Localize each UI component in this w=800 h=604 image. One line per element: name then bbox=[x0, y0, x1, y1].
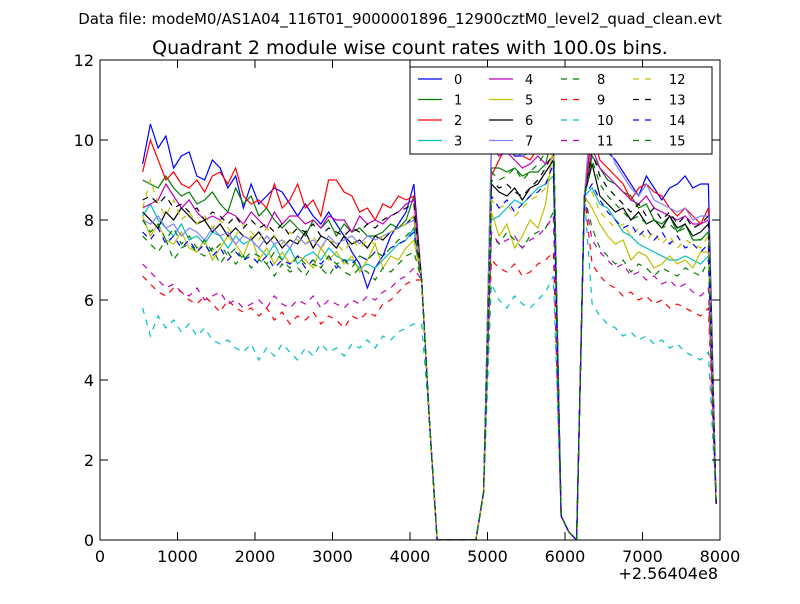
x-tick-label: 8000 bbox=[700, 547, 741, 566]
legend-label-12: 12 bbox=[669, 73, 686, 88]
legend-label-13: 13 bbox=[669, 94, 686, 109]
series-line-12 bbox=[142, 155, 717, 540]
y-tick-label: 12 bbox=[74, 51, 94, 70]
legend-label-0: 0 bbox=[454, 73, 462, 88]
x-tick-label: 5000 bbox=[467, 547, 508, 566]
legend-label-8: 8 bbox=[597, 73, 605, 88]
x-tick-label: 0 bbox=[95, 547, 105, 566]
x-tick-label: 1000 bbox=[157, 547, 198, 566]
x-tick-label: 6000 bbox=[545, 547, 586, 566]
legend-label-11: 11 bbox=[597, 135, 614, 150]
y-tick-label: 10 bbox=[74, 131, 94, 150]
x-axis-offset-label: +2.56404e8 bbox=[618, 564, 718, 583]
x-tick-label: 3000 bbox=[312, 547, 353, 566]
legend-label-9: 9 bbox=[597, 94, 605, 109]
y-tick-label: 0 bbox=[84, 531, 94, 550]
x-tick-label: 7000 bbox=[622, 547, 663, 566]
series-layer bbox=[142, 95, 717, 540]
chart-title: Quadrant 2 module wise count rates with … bbox=[152, 37, 668, 59]
legend-label-6: 6 bbox=[525, 114, 533, 129]
legend-label-14: 14 bbox=[669, 114, 686, 129]
figure-suptitle: Data file: modeM0/AS1A04_116T01_90000018… bbox=[78, 10, 722, 29]
legend-label-15: 15 bbox=[669, 135, 686, 150]
legend-label-1: 1 bbox=[454, 94, 462, 109]
legend-label-3: 3 bbox=[454, 135, 462, 150]
legend-label-10: 10 bbox=[597, 114, 614, 129]
legend-frame bbox=[409, 66, 713, 155]
x-tick-label: 4000 bbox=[390, 547, 431, 566]
axis-ticks: 0 1000 2000 3000 4000 5000 6000 7000 80000246810… bbox=[74, 51, 741, 566]
y-tick-label: 4 bbox=[84, 371, 94, 390]
legend-label-4: 4 bbox=[525, 73, 533, 88]
series-line-15 bbox=[142, 119, 717, 540]
x-tick-label: 2000 bbox=[235, 547, 276, 566]
y-tick-label: 6 bbox=[84, 291, 94, 310]
legend-label-5: 5 bbox=[525, 94, 533, 109]
y-tick-label: 2 bbox=[84, 451, 94, 470]
legend-label-2: 2 bbox=[454, 114, 462, 129]
legend-label-7: 7 bbox=[525, 135, 533, 150]
y-tick-label: 8 bbox=[84, 211, 94, 230]
